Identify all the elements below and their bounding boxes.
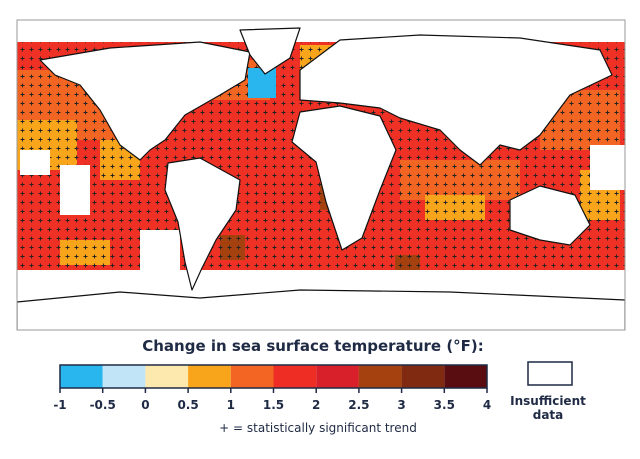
- scale-tick-label: 2: [312, 398, 320, 412]
- australia: [509, 185, 591, 246]
- scale-bin: [230, 365, 274, 388]
- eurasia: [299, 34, 613, 166]
- insufficient-swatch: [527, 361, 573, 386]
- scale-bin: [358, 365, 402, 388]
- scale-bin: [145, 365, 189, 388]
- insufficient-label: Insufficient: [510, 394, 586, 408]
- scale-bin: [188, 365, 231, 388]
- scale-bin: [102, 365, 146, 388]
- south-america: [164, 157, 241, 291]
- scale-bin: [60, 365, 103, 388]
- antarctica: [17, 289, 625, 330]
- africa: [291, 105, 397, 251]
- scale-tick-label: 3.5: [434, 398, 455, 412]
- scale-tick-label: 0.5: [177, 398, 198, 412]
- scale-tick-label: 1: [227, 398, 235, 412]
- color-scale: -1 -0.5 0 0.5 1 1.5 2 2.5 3 3.5 4: [53, 364, 491, 412]
- map-frame: [16, 19, 626, 331]
- scale-tick-label: 0: [141, 398, 149, 412]
- scale-bin: [273, 365, 317, 388]
- greenland: [239, 27, 301, 75]
- scale-tick-label: 3: [397, 398, 405, 412]
- scale-tick-label: 4: [483, 398, 491, 412]
- cool-patch: [248, 68, 276, 98]
- scale-bin: [444, 365, 487, 388]
- scale-bin: [316, 365, 359, 388]
- scale-tick-label: -0.5: [90, 398, 116, 412]
- insufficient-label: data: [533, 408, 564, 422]
- significance-note: + = statistically significant trend: [219, 421, 417, 435]
- scale-tick-label: 2.5: [348, 398, 369, 412]
- north-america: [39, 41, 251, 161]
- scale-bin: [401, 365, 445, 388]
- legend-title: Change in sea surface temperature (°F):: [142, 337, 484, 355]
- map: [17, 20, 625, 330]
- scale-tick-label: 1.5: [263, 398, 284, 412]
- scale-tick-label: -1: [53, 398, 66, 412]
